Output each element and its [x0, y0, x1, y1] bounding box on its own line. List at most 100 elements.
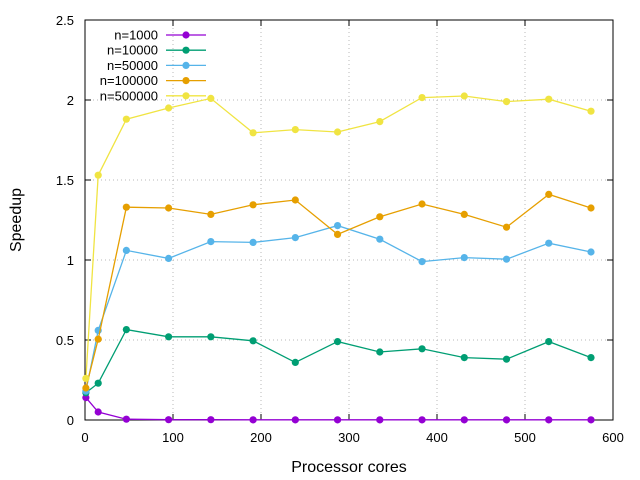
- data-point: [249, 129, 257, 137]
- data-point: [587, 204, 595, 212]
- legend-item: n=50000: [107, 58, 206, 73]
- data-point: [249, 416, 257, 424]
- data-point: [376, 416, 384, 424]
- data-point: [545, 190, 553, 198]
- data-point: [165, 104, 173, 112]
- data-point: [333, 338, 342, 346]
- data-point: [502, 355, 511, 363]
- data-point: [122, 326, 130, 334]
- data-point: [122, 415, 130, 423]
- data-point: [502, 416, 511, 424]
- data-point: [291, 234, 299, 242]
- y-tick-label: 0: [67, 413, 74, 428]
- data-point: [545, 416, 553, 424]
- data-point: [460, 210, 468, 218]
- data-point: [249, 337, 257, 345]
- data-point: [122, 246, 130, 254]
- x-tick-label: 500: [514, 430, 536, 445]
- x-tick-label: 300: [338, 430, 360, 445]
- grid-lines: [85, 20, 613, 420]
- data-point: [291, 196, 299, 204]
- data-point: [249, 201, 257, 209]
- data-point: [502, 223, 511, 231]
- data-point: [165, 333, 173, 341]
- x-tick-label: 400: [426, 430, 448, 445]
- data-point: [249, 238, 257, 246]
- y-tick-label: 1.5: [56, 173, 74, 188]
- legend-item: n=100000: [100, 73, 206, 88]
- legend-label: n=100000: [100, 73, 158, 88]
- data-point: [545, 338, 553, 346]
- data-point: [165, 204, 173, 212]
- data-point: [94, 408, 102, 416]
- data-point: [333, 128, 342, 136]
- legend-item: n=500000: [100, 88, 206, 103]
- series-line: [85, 328, 592, 394]
- data-point: [418, 200, 426, 208]
- legend-marker: [182, 31, 190, 39]
- legend-item: n=10000: [107, 43, 206, 58]
- series-n-500000: [82, 92, 595, 382]
- series-line: [85, 397, 591, 421]
- data-point: [545, 239, 553, 247]
- data-point: [587, 248, 595, 256]
- x-tick-label: 200: [250, 430, 272, 445]
- series-line: [85, 95, 592, 379]
- y-tick-label: 1: [67, 253, 74, 268]
- legend-marker: [182, 77, 190, 85]
- data-point: [207, 416, 215, 424]
- legend-label: n=10000: [107, 43, 158, 58]
- data-point: [460, 254, 468, 262]
- series-n-100000: [82, 190, 595, 392]
- data-point: [165, 254, 173, 262]
- data-point: [122, 115, 130, 123]
- x-tick-label: 0: [81, 430, 88, 445]
- data-point: [460, 92, 468, 100]
- y-tick-label: 2: [67, 93, 74, 108]
- legend-marker: [182, 46, 190, 54]
- data-point: [502, 98, 511, 106]
- x-axis-title: Processor cores: [291, 459, 407, 476]
- legend-marker: [182, 61, 190, 69]
- data-point: [94, 379, 102, 387]
- y-tick-label: 0.5: [56, 333, 74, 348]
- series-n-1000: [82, 394, 595, 424]
- data-point: [545, 95, 553, 103]
- data-point: [587, 416, 595, 424]
- legend-label: n=1000: [114, 28, 158, 43]
- data-point: [333, 416, 342, 424]
- x-tick-label: 600: [602, 430, 624, 445]
- data-point: [376, 348, 384, 356]
- legend-label: n=500000: [100, 88, 158, 103]
- data-point: [207, 238, 215, 246]
- data-point: [82, 384, 90, 392]
- data-point: [165, 416, 173, 424]
- data-point: [418, 345, 426, 353]
- data-point: [587, 354, 595, 362]
- data-point: [291, 126, 299, 134]
- data-point: [333, 222, 342, 230]
- data-point: [207, 94, 215, 102]
- series-line: [85, 224, 592, 392]
- data-point: [376, 118, 384, 126]
- data-point: [122, 203, 130, 211]
- data-point: [291, 416, 299, 424]
- data-point: [207, 333, 215, 341]
- data-point: [333, 230, 342, 238]
- series-line: [85, 193, 592, 389]
- data-point: [376, 235, 384, 243]
- data-point: [418, 416, 426, 424]
- data-point: [94, 171, 102, 179]
- x-tick-label: 100: [162, 430, 184, 445]
- data-point: [376, 213, 384, 221]
- data-point: [94, 335, 102, 343]
- data-point: [418, 258, 426, 266]
- data-series: [82, 92, 595, 424]
- data-point: [418, 94, 426, 102]
- series-n-10000: [82, 326, 595, 397]
- data-point: [82, 374, 90, 382]
- axis-ticks: 0 100 200 300 400 500 600 0 0.5 1 1.5 2 2.5: [56, 13, 624, 445]
